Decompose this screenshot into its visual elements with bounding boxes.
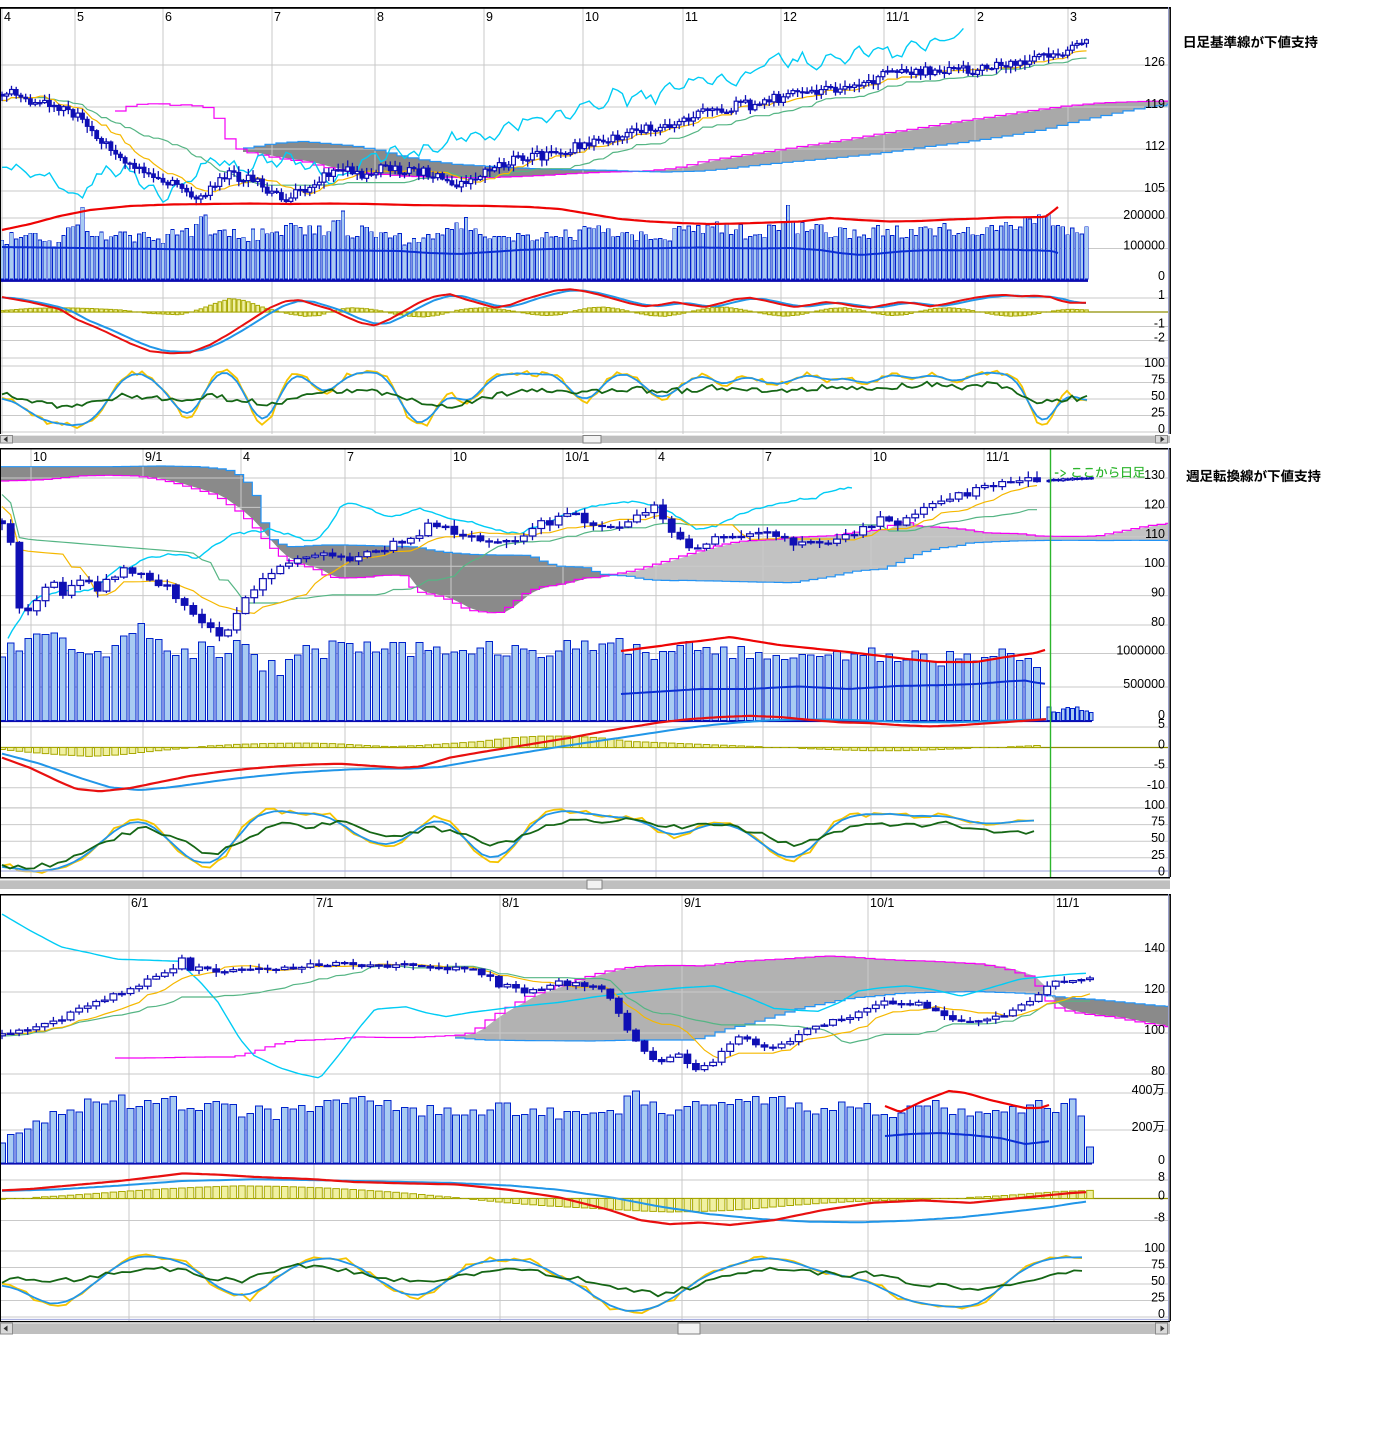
svg-text:7: 7: [274, 10, 281, 24]
svg-text:110: 110: [1145, 527, 1165, 541]
svg-text:8: 8: [1158, 1170, 1165, 1184]
svg-text:50: 50: [1151, 1274, 1165, 1288]
svg-text:4: 4: [658, 450, 665, 464]
svg-text:-1: -1: [1154, 317, 1165, 331]
svg-text:9/1: 9/1: [145, 450, 162, 464]
svg-text:140: 140: [1144, 941, 1165, 955]
svg-text:500000: 500000: [1123, 677, 1165, 691]
svg-text:120: 120: [1144, 982, 1165, 996]
svg-text:25: 25: [1151, 848, 1165, 862]
svg-text:50: 50: [1151, 389, 1165, 403]
svg-text:120: 120: [1144, 497, 1165, 511]
svg-text:0: 0: [1158, 422, 1165, 436]
svg-text:0: 0: [1158, 708, 1165, 722]
svg-text:80: 80: [1151, 615, 1165, 629]
svg-text:1000000: 1000000: [1116, 644, 1165, 658]
svg-text:9: 9: [486, 10, 493, 24]
svg-text:100: 100: [1144, 1023, 1165, 1037]
svg-text:10: 10: [33, 450, 47, 464]
svg-text:100000: 100000: [1123, 239, 1165, 253]
svg-text:4: 4: [4, 10, 11, 24]
svg-text:5: 5: [77, 10, 84, 24]
svg-text:11/1: 11/1: [886, 10, 909, 24]
svg-text:90: 90: [1151, 586, 1165, 600]
svg-text:0: 0: [1158, 738, 1165, 752]
svg-text:100: 100: [1144, 1241, 1165, 1255]
svg-text:4: 4: [243, 450, 250, 464]
svg-text:8: 8: [377, 10, 384, 24]
svg-text:7: 7: [765, 450, 772, 464]
svg-text:400万: 400万: [1132, 1083, 1165, 1097]
svg-text:6: 6: [165, 10, 172, 24]
svg-text:-8: -8: [1154, 1211, 1165, 1225]
svg-text:11: 11: [685, 10, 698, 24]
svg-text:10: 10: [453, 450, 467, 464]
svg-text:200万: 200万: [1132, 1120, 1165, 1134]
svg-text:200000: 200000: [1123, 208, 1165, 222]
svg-text:-10: -10: [1147, 778, 1165, 792]
svg-text:75: 75: [1151, 1258, 1165, 1272]
svg-text:7: 7: [347, 450, 354, 464]
svg-text:8/1: 8/1: [502, 896, 519, 910]
svg-text:25: 25: [1151, 1291, 1165, 1305]
svg-text:-5: -5: [1154, 758, 1165, 772]
svg-text:3: 3: [1070, 10, 1077, 24]
svg-text:100: 100: [1144, 356, 1165, 370]
svg-text:100: 100: [1144, 556, 1165, 570]
svg-text:0: 0: [1158, 1307, 1165, 1321]
svg-text:7/1: 7/1: [316, 896, 333, 910]
svg-text:0: 0: [1158, 1153, 1165, 1167]
svg-text:75: 75: [1151, 815, 1165, 829]
svg-text:119: 119: [1145, 97, 1165, 111]
svg-text:9/1: 9/1: [684, 896, 701, 910]
svg-text:10: 10: [873, 450, 887, 464]
svg-text:75: 75: [1151, 373, 1165, 387]
svg-text:126: 126: [1144, 55, 1165, 69]
svg-text:50: 50: [1151, 831, 1165, 845]
svg-text:1: 1: [1158, 288, 1165, 302]
svg-text:0: 0: [1158, 269, 1165, 283]
svg-text:25: 25: [1151, 406, 1165, 420]
svg-text:100: 100: [1144, 798, 1165, 812]
svg-text:105: 105: [1144, 181, 1165, 195]
svg-text:10/1: 10/1: [870, 896, 894, 910]
svg-text:11/1: 11/1: [1056, 896, 1079, 910]
svg-text:11/1: 11/1: [986, 450, 1009, 464]
svg-text:130: 130: [1144, 468, 1165, 482]
svg-text:0: 0: [1158, 1189, 1165, 1203]
svg-text:80: 80: [1151, 1064, 1165, 1078]
svg-text:12: 12: [783, 10, 797, 24]
svg-text:112: 112: [1145, 139, 1165, 153]
svg-text:10/1: 10/1: [565, 450, 589, 464]
svg-text:5: 5: [1158, 717, 1165, 731]
svg-text:-2: -2: [1154, 331, 1165, 345]
svg-text:6/1: 6/1: [131, 896, 148, 910]
svg-text:10: 10: [585, 10, 599, 24]
svg-text:2: 2: [977, 10, 984, 24]
svg-text:0: 0: [1158, 864, 1165, 878]
